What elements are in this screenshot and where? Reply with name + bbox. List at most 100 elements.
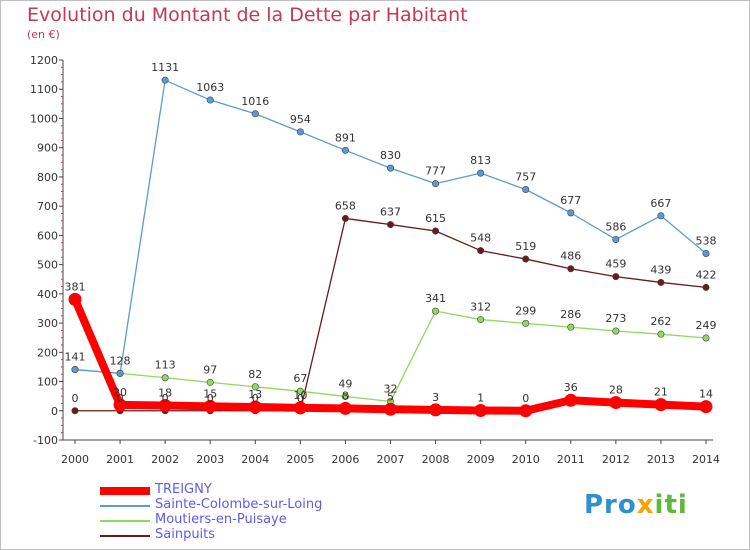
data-label: 0 [117, 392, 124, 405]
data-point [341, 214, 349, 222]
data-label: 1 [477, 391, 484, 404]
data-point [432, 227, 440, 235]
data-point [522, 319, 530, 327]
data-point [567, 323, 575, 331]
data-point [474, 403, 488, 417]
data-label: 36 [564, 381, 578, 394]
data-label: 459 [605, 258, 626, 271]
data-point [251, 110, 259, 118]
data-label: 141 [65, 351, 86, 364]
x-tick-label: 2002 [151, 453, 179, 466]
data-point [206, 378, 214, 386]
data-point [429, 403, 443, 417]
data-label: 677 [560, 194, 581, 207]
data-label: 757 [515, 170, 536, 183]
data-label: 21 [654, 386, 668, 399]
legend-swatch [100, 505, 150, 507]
data-point [296, 128, 304, 136]
data-label: 615 [425, 212, 446, 225]
data-point [293, 401, 307, 415]
data-point [612, 327, 620, 335]
y-tick-label: 900 [37, 142, 58, 155]
data-label: 67 [293, 372, 307, 385]
data-point [203, 399, 217, 413]
data-point [702, 334, 710, 342]
legend-label: Moutiers-en-Puisaye [155, 512, 287, 527]
data-point [519, 404, 533, 418]
data-point [567, 209, 575, 217]
data-point [567, 265, 575, 273]
data-label: 586 [605, 220, 626, 233]
y-tick-label: 600 [37, 229, 58, 242]
data-point [161, 76, 169, 84]
data-point [113, 398, 127, 412]
data-label: 777 [425, 165, 446, 178]
legend-swatch [100, 520, 150, 522]
data-point [338, 401, 352, 415]
y-tick-label: 0 [51, 405, 58, 418]
data-point [432, 307, 440, 315]
data-point [612, 273, 620, 281]
data-point [657, 278, 665, 286]
data-label: 891 [335, 131, 356, 144]
data-label: 637 [380, 206, 401, 219]
data-label: 82 [248, 368, 262, 381]
data-label: 15 [203, 387, 217, 400]
data-point [248, 400, 262, 414]
data-label: 658 [335, 199, 356, 212]
chart-title: Evolution du Montant de la Dette par Hab… [27, 4, 468, 26]
y-tick-label: 1000 [30, 112, 58, 125]
x-tick-label: 2001 [106, 453, 134, 466]
y-tick-label: 1200 [30, 54, 58, 67]
data-label: 1131 [151, 61, 179, 74]
brand-part-1: Pro [584, 490, 637, 520]
y-tick-label: 700 [37, 200, 58, 213]
data-label: 8 [342, 389, 349, 402]
data-label: 381 [65, 280, 86, 293]
data-label: 341 [425, 292, 446, 305]
x-tick-label: 2010 [512, 453, 540, 466]
x-tick-label: 2013 [647, 453, 675, 466]
data-label: 10 [293, 389, 307, 402]
x-tick-label: 2003 [196, 453, 224, 466]
data-point [116, 369, 124, 377]
legend-swatch [100, 535, 150, 537]
data-label: 128 [110, 354, 131, 367]
data-point [341, 146, 349, 154]
data-label: 32 [384, 382, 398, 395]
data-label: 519 [515, 240, 536, 253]
x-tick-label: 2008 [422, 453, 450, 466]
data-point [161, 374, 169, 382]
data-point [71, 366, 79, 374]
x-tick-label: 2009 [467, 453, 495, 466]
legend-label: Sainpuits [155, 527, 216, 542]
data-point [71, 407, 79, 415]
y-tick-label: 300 [37, 317, 58, 330]
data-point [522, 255, 530, 263]
data-label: 813 [470, 154, 491, 167]
brand-part-2: x [636, 490, 655, 520]
data-label: 486 [560, 250, 581, 263]
data-label: 286 [560, 308, 581, 321]
data-label: 3 [432, 391, 439, 404]
data-point [296, 387, 304, 395]
data-label: 0 [162, 392, 169, 405]
data-label: 830 [380, 149, 401, 162]
data-label: 422 [696, 268, 717, 281]
data-point [68, 292, 82, 306]
legend-swatch [100, 487, 150, 495]
data-point [612, 235, 620, 243]
data-point [609, 396, 623, 410]
data-point [251, 383, 259, 391]
data-label: 20 [113, 386, 127, 399]
data-point [654, 398, 668, 412]
data-label: 0 [522, 392, 529, 405]
data-label: 1016 [241, 95, 269, 108]
y-tick-label: 800 [37, 171, 58, 184]
data-point [564, 393, 578, 407]
data-label: 262 [650, 315, 671, 328]
data-point [432, 180, 440, 188]
y-tick-label: 400 [37, 288, 58, 301]
